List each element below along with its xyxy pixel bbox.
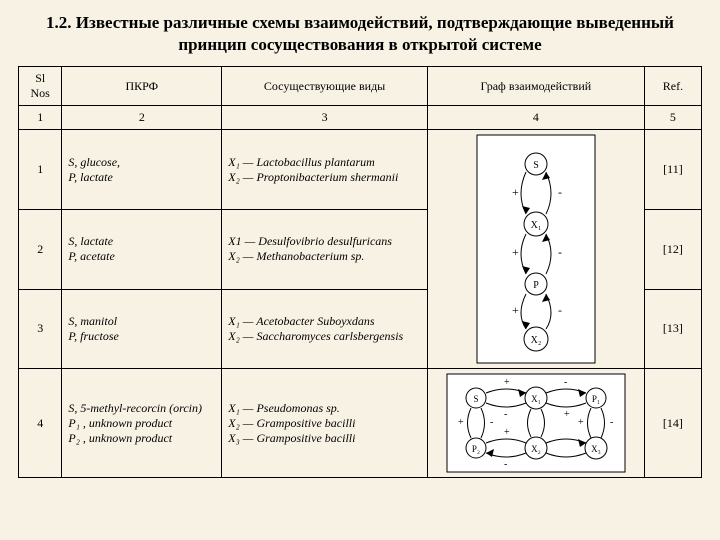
svg-text:X₁: X₁ — [531, 394, 541, 404]
cell-pkrf: S, 5-methyl-recorcin (orcin) P₁ , unknow… — [62, 369, 222, 478]
numcell: 1 — [19, 106, 62, 130]
page-title: 1.2. Известные различные схемы взаимодей… — [18, 12, 702, 56]
cell-species: X₁ — Lactobacillus plantarum X₂ — Propto… — [222, 130, 428, 210]
header-graph: Граф взаимодействий — [427, 67, 644, 106]
svg-text:-: - — [558, 303, 562, 317]
numcell: 5 — [644, 106, 701, 130]
interaction-graph-icon: S X₁ P₁ P₂ X₂ X₃ — [446, 373, 626, 473]
numcell: 2 — [62, 106, 222, 130]
numcell: 4 — [427, 106, 644, 130]
cell-ref: [14] — [644, 369, 701, 478]
svg-text:+: + — [458, 417, 464, 428]
table-header-row: Sl Nos ПКРФ Сосуществующие виды Граф вза… — [19, 67, 702, 106]
cell-sl: 1 — [19, 130, 62, 210]
svg-text:P: P — [533, 280, 539, 291]
cell-ref: [13] — [644, 289, 701, 369]
cell-pkrf: S, lactate P, acetate — [62, 209, 222, 289]
table-number-row: 1 2 3 4 5 — [19, 106, 702, 130]
svg-text:X₂: X₂ — [531, 444, 541, 454]
cell-species: X₁ — Pseudomonas sp. X₂ — Grampositive b… — [222, 369, 428, 478]
header-ref: Ref. — [644, 67, 701, 106]
cell-sl: 4 — [19, 369, 62, 478]
cell-ref: [12] — [644, 209, 701, 289]
svg-text:+: + — [578, 417, 584, 428]
svg-text:X₂: X₂ — [531, 335, 542, 346]
svg-text:-: - — [504, 409, 507, 420]
table-row: 1 S, glucose, P, lactate X₁ — Lactobacil… — [19, 130, 702, 210]
interaction-graph-icon: S X₁ P X₂ + - + - + - — [476, 134, 596, 364]
svg-text:+: + — [512, 245, 519, 259]
numcell: 3 — [222, 106, 428, 130]
header-sl: Sl Nos — [19, 67, 62, 106]
svg-text:-: - — [558, 185, 562, 199]
cell-species: X₁ — Acetobacter Suboyxdans X₂ — Sacchar… — [222, 289, 428, 369]
cell-pkrf: S, glucose, P, lactate — [62, 130, 222, 210]
cell-species: X1 — Desulfovibrio desulfuricans X₂ — Me… — [222, 209, 428, 289]
svg-text:-: - — [610, 417, 613, 428]
svg-text:X₁: X₁ — [531, 220, 542, 231]
header-pkrf: ПКРФ — [62, 67, 222, 106]
cell-graph: S X₁ P₁ P₂ X₂ X₃ — [427, 369, 644, 478]
table-row: 4 S, 5-methyl-recorcin (orcin) P₁ , unkn… — [19, 369, 702, 478]
svg-text:+: + — [512, 303, 519, 317]
svg-text:+: + — [504, 427, 510, 438]
svg-text:-: - — [490, 417, 493, 428]
svg-text:-: - — [558, 245, 562, 259]
svg-text:S: S — [473, 394, 478, 404]
header-species: Сосуществующие виды — [222, 67, 428, 106]
cell-sl: 3 — [19, 289, 62, 369]
cell-pkrf: S, manitol P, fructose — [62, 289, 222, 369]
svg-text:X₃: X₃ — [591, 444, 601, 454]
cell-sl: 2 — [19, 209, 62, 289]
svg-text:P₁: P₁ — [592, 394, 600, 404]
svg-text:+: + — [564, 409, 570, 420]
cell-ref: [11] — [644, 130, 701, 210]
interaction-table: Sl Nos ПКРФ Сосуществующие виды Граф вза… — [18, 66, 702, 478]
cell-graph: S X₁ P X₂ + - + - + - — [427, 130, 644, 369]
svg-text:-: - — [504, 459, 507, 470]
svg-text:-: - — [564, 377, 567, 388]
svg-text:+: + — [512, 185, 519, 199]
svg-text:S: S — [533, 160, 539, 171]
svg-text:+: + — [504, 377, 510, 388]
svg-text:P₂: P₂ — [472, 444, 480, 454]
